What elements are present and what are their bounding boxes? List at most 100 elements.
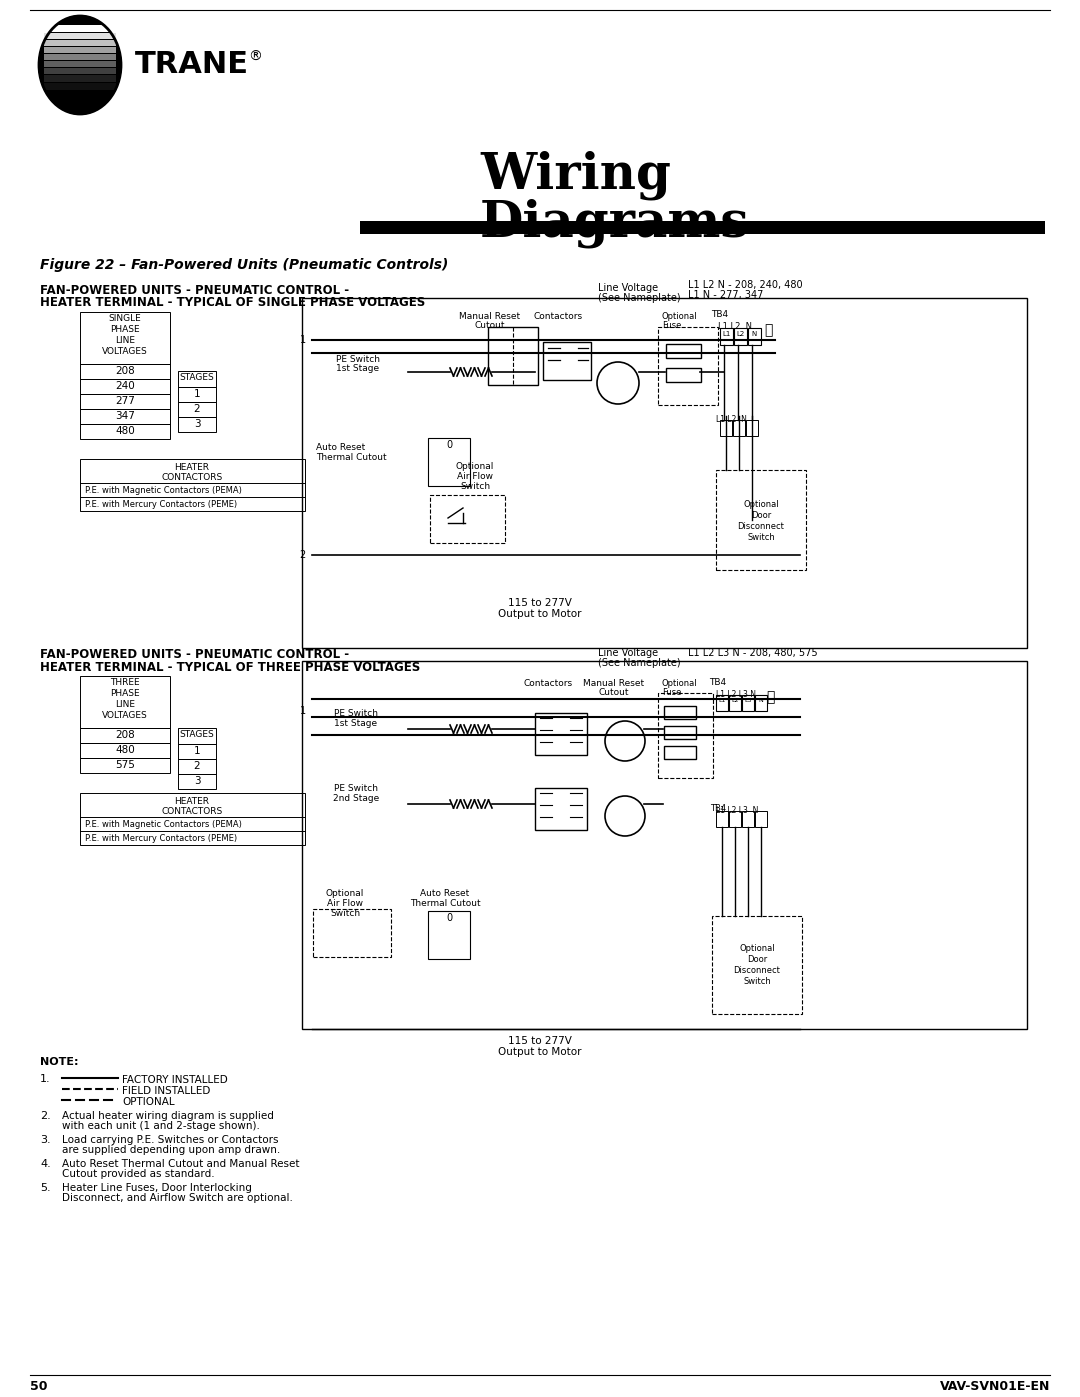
Text: 575: 575 — [116, 760, 135, 770]
Text: VOLTAGES: VOLTAGES — [103, 711, 148, 719]
Text: 1: 1 — [300, 335, 306, 345]
Text: Fuse: Fuse — [662, 321, 681, 330]
Bar — [729, 694, 741, 711]
Text: Output to Motor: Output to Motor — [498, 609, 582, 619]
Text: Disconnect: Disconnect — [733, 965, 781, 975]
Bar — [428, 439, 470, 486]
Text: Door: Door — [747, 956, 767, 964]
Text: THREE: THREE — [110, 678, 139, 687]
Text: 1st Stage: 1st Stage — [335, 719, 378, 728]
Text: 240: 240 — [116, 381, 135, 391]
Text: 2.: 2. — [40, 1111, 51, 1120]
Bar — [80, 312, 170, 365]
Text: STAGES: STAGES — [179, 731, 214, 739]
Bar — [716, 694, 728, 711]
Text: P.E. with Magnetic Contactors (PEMA): P.E. with Magnetic Contactors (PEMA) — [85, 820, 242, 828]
Bar — [543, 342, 591, 380]
Text: Manual Reset: Manual Reset — [459, 312, 521, 321]
Bar — [313, 909, 391, 957]
Text: Switch: Switch — [743, 977, 771, 986]
Text: 1: 1 — [193, 746, 200, 756]
Bar — [360, 221, 1045, 235]
Bar — [80, 728, 170, 743]
Text: ®: ® — [248, 50, 261, 64]
Text: 208: 208 — [116, 731, 135, 740]
Text: HEATER: HEATER — [175, 798, 210, 806]
Text: 0: 0 — [446, 914, 453, 923]
Text: TB4: TB4 — [710, 678, 727, 687]
Text: Optional: Optional — [743, 500, 779, 509]
Text: 5.: 5. — [40, 1183, 51, 1193]
Text: Auto Reset: Auto Reset — [420, 888, 470, 898]
Bar — [755, 694, 767, 711]
Text: TB4: TB4 — [712, 310, 729, 319]
Text: ⏚: ⏚ — [764, 323, 772, 337]
Text: Optional: Optional — [662, 312, 698, 321]
Text: with each unit (1 and 2-stage shown).: with each unit (1 and 2-stage shown). — [62, 1120, 260, 1132]
Text: Disconnect: Disconnect — [738, 522, 784, 531]
Text: L1 L2 L3 N - 208, 480, 575: L1 L2 L3 N - 208, 480, 575 — [688, 648, 818, 658]
Text: L1 L2 N - 208, 240, 480: L1 L2 N - 208, 240, 480 — [688, 279, 802, 291]
Bar — [80, 425, 170, 439]
Text: 2nd Stage: 2nd Stage — [333, 793, 379, 803]
Bar — [178, 387, 216, 402]
Bar — [302, 661, 1027, 1030]
Text: 1: 1 — [300, 705, 306, 717]
Text: Disconnect, and Airflow Switch are optional.: Disconnect, and Airflow Switch are optio… — [62, 1193, 293, 1203]
Text: Thermal Cutout: Thermal Cutout — [316, 453, 387, 462]
Bar — [720, 420, 732, 436]
Bar — [746, 420, 758, 436]
Text: LINE: LINE — [114, 337, 135, 345]
Text: FAN-POWERED UNITS - PNEUMATIC CONTROL -: FAN-POWERED UNITS - PNEUMATIC CONTROL - — [40, 648, 349, 661]
Text: L3: L3 — [744, 698, 752, 703]
Text: (See Nameplate): (See Nameplate) — [598, 658, 680, 668]
Text: PE Switch: PE Switch — [334, 710, 378, 718]
Bar — [488, 327, 538, 386]
Text: 480: 480 — [116, 745, 135, 754]
Text: Output to Motor: Output to Motor — [498, 1046, 582, 1058]
Bar — [302, 298, 1027, 648]
Bar — [742, 694, 754, 711]
Text: L1 L2 L3  N: L1 L2 L3 N — [716, 806, 758, 814]
Text: 4.: 4. — [40, 1160, 51, 1169]
Text: FIELD INSTALLED: FIELD INSTALLED — [122, 1085, 211, 1097]
Text: PHASE: PHASE — [110, 689, 139, 698]
Bar — [80, 676, 170, 728]
Text: 208: 208 — [116, 366, 135, 376]
Bar — [44, 75, 116, 82]
Text: TRANE: TRANE — [135, 50, 249, 80]
Bar — [178, 759, 216, 774]
Text: VAV-SVN01E-EN: VAV-SVN01E-EN — [940, 1380, 1050, 1393]
Text: L1 N - 277, 347: L1 N - 277, 347 — [688, 291, 764, 300]
Bar — [44, 25, 116, 32]
Text: Auto Reset Thermal Cutout and Manual Reset: Auto Reset Thermal Cutout and Manual Res… — [62, 1160, 299, 1169]
Text: 1.: 1. — [40, 1074, 51, 1084]
Bar — [535, 788, 588, 830]
Text: 1st Stage: 1st Stage — [337, 365, 379, 373]
Bar — [664, 726, 696, 739]
Text: L1 L2 L3 N: L1 L2 L3 N — [716, 690, 756, 698]
Text: 2: 2 — [300, 550, 306, 560]
Text: Figure 22 – Fan-Powered Units (Pneumatic Controls): Figure 22 – Fan-Powered Units (Pneumatic… — [40, 258, 448, 272]
Bar — [44, 41, 116, 46]
Text: N: N — [752, 331, 757, 337]
Bar — [666, 367, 701, 381]
Bar — [44, 54, 116, 60]
Text: Actual heater wiring diagram is supplied: Actual heater wiring diagram is supplied — [62, 1111, 274, 1120]
Text: NOTE:: NOTE: — [40, 1058, 79, 1067]
Text: FACTORY INSTALLED: FACTORY INSTALLED — [122, 1076, 228, 1085]
Text: Diagrams: Diagrams — [480, 198, 750, 247]
Text: L2: L2 — [737, 331, 744, 337]
Text: L1: L1 — [723, 331, 731, 337]
Bar — [430, 495, 505, 543]
Text: 0: 0 — [446, 440, 453, 450]
Bar — [80, 409, 170, 425]
Bar — [80, 460, 305, 511]
Text: 277: 277 — [116, 395, 135, 407]
Ellipse shape — [39, 15, 121, 115]
Text: 1: 1 — [193, 388, 200, 400]
Text: 115 to 277V: 115 to 277V — [508, 1037, 572, 1046]
Text: P.E. with Mercury Contactors (PEME): P.E. with Mercury Contactors (PEME) — [85, 500, 238, 509]
Text: Contactors: Contactors — [524, 679, 572, 687]
Bar — [658, 693, 713, 778]
